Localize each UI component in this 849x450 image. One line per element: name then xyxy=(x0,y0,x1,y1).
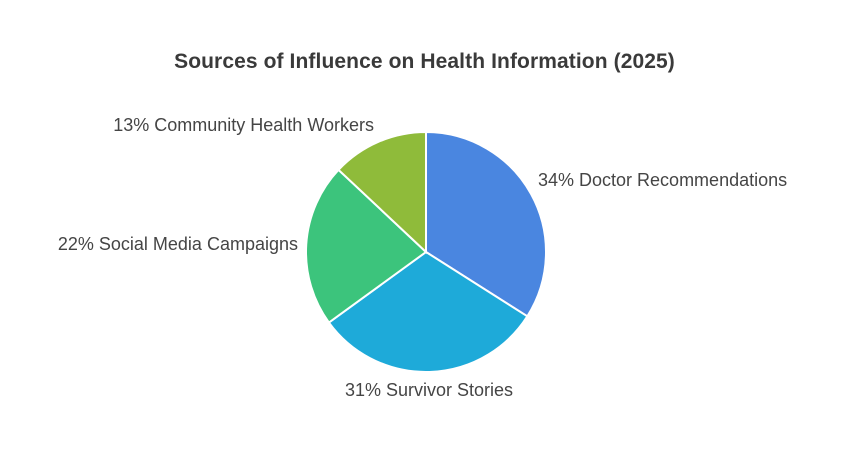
pie-slices xyxy=(305,130,547,373)
pie-label-doctor-recommendations: 34% Doctor Recommendations xyxy=(538,170,787,190)
chart-title: Sources of Influence on Health Informati… xyxy=(174,50,675,73)
pie-slice-community-health-workers xyxy=(337,130,427,255)
pie-slice-survivor-stories xyxy=(327,250,529,373)
pie-slice-social-media-campaigns xyxy=(305,168,428,324)
pie-label-community-health-workers: 13% Community Health Workers xyxy=(113,115,374,135)
pie-label-social-media-campaigns: 22% Social Media Campaigns xyxy=(58,234,298,254)
pie-label-survivor-stories: 31% Survivor Stories xyxy=(345,380,513,400)
pie-labels: 34% Doctor Recommendations 31% Survivor S… xyxy=(58,115,787,400)
